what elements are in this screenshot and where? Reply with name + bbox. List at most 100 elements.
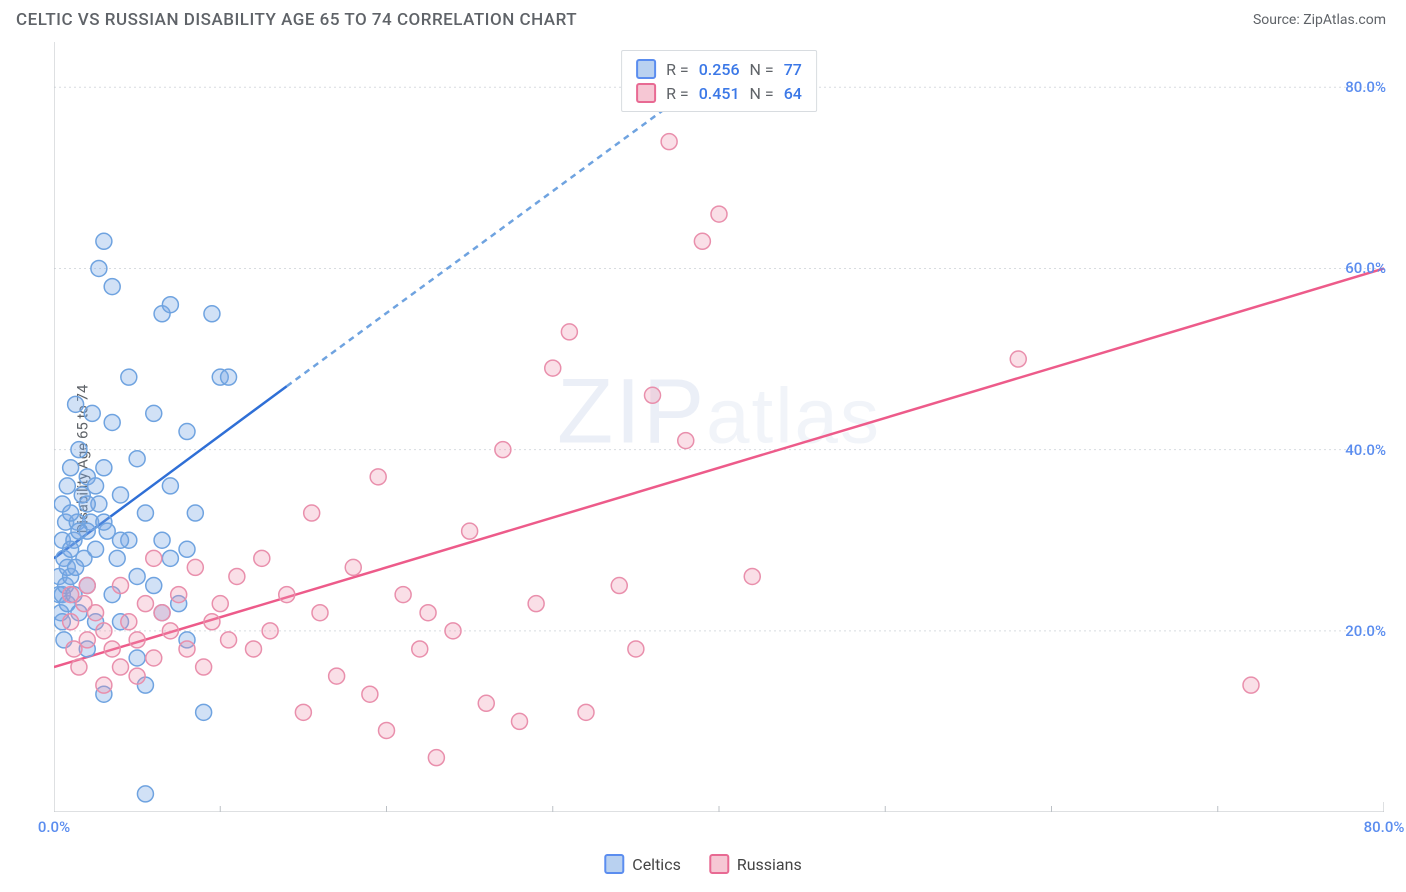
point-russians bbox=[312, 605, 328, 621]
point-russians bbox=[66, 641, 82, 657]
x-tick-label: 80.0% bbox=[1364, 818, 1405, 836]
point-russians bbox=[412, 641, 428, 657]
point-russians bbox=[204, 614, 220, 630]
stat-R-label: R = bbox=[666, 84, 689, 103]
point-russians bbox=[694, 233, 710, 249]
y-tick-label: 20.0% bbox=[1306, 622, 1386, 640]
point-celtics bbox=[137, 786, 153, 802]
point-russians bbox=[129, 632, 145, 648]
point-celtics bbox=[79, 496, 95, 512]
stat-N-label: N = bbox=[750, 60, 774, 79]
point-celtics bbox=[146, 578, 162, 594]
stats-row-celtics: R = 0.256 N = 77 bbox=[636, 57, 802, 81]
point-celtics bbox=[71, 442, 87, 458]
point-celtics bbox=[96, 514, 112, 530]
point-russians bbox=[561, 324, 577, 340]
point-russians bbox=[221, 632, 237, 648]
point-russians bbox=[279, 587, 295, 603]
stats-legend: R = 0.256 N = 77 R = 0.451 N = 64 bbox=[621, 50, 817, 112]
point-russians bbox=[146, 550, 162, 566]
source-prefix: Source: bbox=[1253, 12, 1303, 28]
swatch-russians bbox=[636, 83, 656, 103]
point-celtics bbox=[88, 478, 104, 494]
chart-title: CELTIC VS RUSSIAN DISABILITY AGE 65 TO 7… bbox=[16, 10, 577, 30]
legend-item: Russians bbox=[709, 854, 802, 874]
point-russians bbox=[545, 360, 561, 376]
point-russians bbox=[179, 641, 195, 657]
point-russians bbox=[445, 623, 461, 639]
point-russians bbox=[661, 134, 677, 150]
point-russians bbox=[154, 605, 170, 621]
point-russians bbox=[96, 677, 112, 693]
point-russians bbox=[246, 641, 262, 657]
point-celtics bbox=[113, 532, 129, 548]
point-russians bbox=[462, 523, 478, 539]
point-russians bbox=[162, 623, 178, 639]
point-russians bbox=[528, 596, 544, 612]
point-celtics bbox=[68, 396, 84, 412]
point-russians bbox=[495, 442, 511, 458]
legend-item: Celtics bbox=[604, 854, 681, 874]
point-russians bbox=[478, 695, 494, 711]
point-russians bbox=[578, 704, 594, 720]
point-celtics bbox=[59, 478, 75, 494]
point-russians bbox=[96, 623, 112, 639]
point-russians bbox=[362, 686, 378, 702]
point-russians bbox=[146, 650, 162, 666]
point-celtics bbox=[162, 297, 178, 313]
point-russians bbox=[295, 704, 311, 720]
point-russians bbox=[129, 668, 145, 684]
point-russians bbox=[113, 578, 129, 594]
point-russians bbox=[104, 641, 120, 657]
source-attribution: Source: ZipAtlas.com bbox=[1253, 12, 1386, 28]
point-celtics bbox=[63, 541, 79, 557]
legend-label: Celtics bbox=[632, 855, 681, 874]
stat-N-label: N = bbox=[750, 84, 774, 103]
point-celtics bbox=[91, 260, 107, 276]
swatch-celtics bbox=[636, 59, 656, 79]
point-celtics bbox=[113, 487, 129, 503]
point-celtics bbox=[179, 541, 195, 557]
point-celtics bbox=[221, 369, 237, 385]
point-celtics bbox=[88, 541, 104, 557]
point-celtics bbox=[162, 550, 178, 566]
point-celtics bbox=[109, 550, 125, 566]
point-russians bbox=[79, 578, 95, 594]
point-russians bbox=[196, 659, 212, 675]
point-russians bbox=[63, 614, 79, 630]
point-celtics bbox=[204, 306, 220, 322]
point-celtics bbox=[129, 451, 145, 467]
stat-R-label: R = bbox=[666, 60, 689, 79]
point-russians bbox=[329, 668, 345, 684]
point-russians bbox=[395, 587, 411, 603]
point-russians bbox=[229, 568, 245, 584]
point-russians bbox=[212, 596, 228, 612]
point-celtics bbox=[162, 478, 178, 494]
point-russians bbox=[171, 587, 187, 603]
point-celtics bbox=[146, 405, 162, 421]
point-celtics bbox=[179, 424, 195, 440]
point-russians bbox=[678, 433, 694, 449]
stat-N-russians: 64 bbox=[784, 84, 802, 103]
point-russians bbox=[645, 387, 661, 403]
point-russians bbox=[512, 713, 528, 729]
point-russians bbox=[370, 469, 386, 485]
point-russians bbox=[1010, 351, 1026, 367]
point-celtics bbox=[196, 704, 212, 720]
point-russians bbox=[711, 206, 727, 222]
point-celtics bbox=[129, 568, 145, 584]
point-russians bbox=[304, 505, 320, 521]
series-legend: Celtics Russians bbox=[604, 854, 801, 874]
x-tick-label: 0.0% bbox=[38, 818, 70, 836]
point-celtics bbox=[63, 460, 79, 476]
y-tick-label: 60.0% bbox=[1306, 259, 1386, 277]
point-russians bbox=[121, 614, 137, 630]
point-russians bbox=[71, 659, 87, 675]
point-russians bbox=[428, 750, 444, 766]
point-celtics bbox=[96, 233, 112, 249]
y-tick-label: 80.0% bbox=[1306, 78, 1386, 96]
point-celtics bbox=[121, 369, 137, 385]
point-russians bbox=[254, 550, 270, 566]
point-russians bbox=[113, 659, 129, 675]
point-russians bbox=[744, 568, 760, 584]
